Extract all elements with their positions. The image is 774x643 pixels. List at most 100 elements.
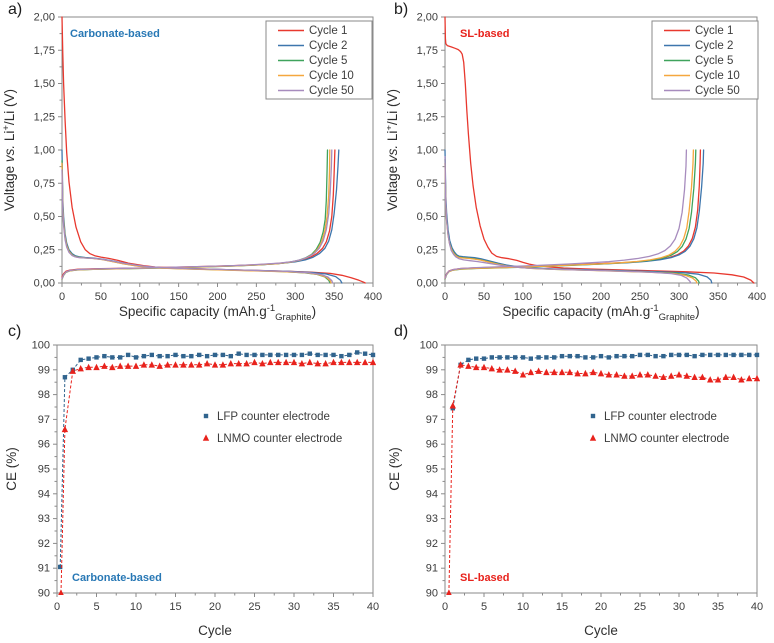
- series-lnmo-counter-electrode-marker: [480, 363, 488, 371]
- series-lfp-counter-electrode-line: [452, 354, 757, 409]
- series-lnmo-counter-electrode-marker: [314, 360, 321, 367]
- series-lnmo-counter-electrode-marker: [148, 361, 155, 368]
- y-tick-label: 97: [38, 414, 50, 426]
- series-lfp-counter-electrode-marker: [653, 353, 658, 359]
- series-lnmo-counter-electrode-marker: [535, 367, 542, 374]
- series-lnmo-counter-electrode-marker: [267, 358, 274, 366]
- x-axis-title: Specific capacity (mAh.g-1Graphite): [502, 303, 699, 322]
- x-tick-label: 40: [367, 601, 379, 613]
- series-lfp-counter-electrode-marker: [125, 352, 131, 358]
- series-lfp-counter-electrode-marker: [497, 355, 502, 360]
- y-tick-label: 2,00: [34, 12, 55, 24]
- series-lfp-counter-electrode-marker: [189, 353, 194, 359]
- series-lnmo-counter-electrode-marker: [590, 368, 597, 376]
- series-lfp-counter-electrode-marker: [481, 356, 487, 361]
- series-lnmo-counter-electrode-marker: [668, 372, 675, 379]
- series-lfp-counter-electrode-marker: [331, 352, 336, 358]
- x-tick-label: 0: [54, 601, 60, 613]
- series-lfp-counter-electrode-marker: [252, 352, 257, 358]
- plot-border: [56, 344, 374, 594]
- series-lnmo-counter-electrode-marker: [465, 362, 472, 369]
- series-lnmo-counter-electrode-marker: [140, 361, 148, 368]
- x-tick-label: 30: [288, 601, 300, 613]
- series-lnmo-counter-electrode-marker: [707, 376, 714, 383]
- y-tick-label: 99: [426, 364, 438, 376]
- series-lfp-counter-electrode-marker: [220, 352, 226, 358]
- series-lnmo-counter-electrode-marker: [251, 358, 258, 366]
- series-lfp-counter-electrode-marker: [362, 351, 368, 356]
- panel-b-voltage-chart: 0 50 100 150 200 250 300 350 400 Specific capacit…: [387, 12, 766, 323]
- series-lfp-counter-electrode-marker: [731, 352, 736, 358]
- series-lfp-counter-electrode-marker: [591, 355, 596, 360]
- series-lfp-counter-electrode-marker: [323, 352, 328, 358]
- series-lfp-counter-electrode-marker: [276, 352, 281, 358]
- series-lfp-counter-electrode-marker: [141, 353, 147, 359]
- series-cycle-1: [444, 16, 755, 284]
- series-lnmo-counter-electrode-marker: [527, 368, 534, 376]
- series-lfp-counter-electrode-marker: [622, 353, 627, 359]
- x-tick-label: 50: [478, 291, 490, 303]
- series-lnmo-counter-electrode-marker: [290, 358, 298, 366]
- x-axis: 0 5 10 15 20 25 30 35 40 Cycle: [442, 593, 763, 638]
- series-lnmo-counter-electrode-marker: [652, 372, 659, 379]
- y-axis-title: CE (%): [387, 447, 402, 491]
- y-tick-label: 92: [38, 538, 50, 550]
- series-lnmo-counter-electrode-marker: [457, 361, 464, 368]
- series-lnmo-counter-electrode-marker: [330, 358, 337, 366]
- series-lfp-counter-electrode-marker: [181, 353, 186, 359]
- x-tick-label: 35: [327, 601, 339, 613]
- x-tick-label: 50: [95, 291, 107, 303]
- electrolyte-annotation: Carbonate-based: [70, 28, 160, 40]
- x-tick-label: 400: [748, 291, 766, 303]
- series-lnmo-counter-electrode-marker: [566, 368, 573, 376]
- series-lfp-counter-electrode-marker: [212, 352, 218, 358]
- y-tick-label: 94: [38, 488, 50, 500]
- y-tick-label: 90: [38, 588, 50, 600]
- series-lnmo-counter-electrode-marker: [446, 589, 452, 595]
- series-lfp-counter-electrode-marker: [62, 375, 68, 380]
- series-lfp-counter-electrode-marker: [528, 356, 533, 361]
- series-lnmo-counter-electrode-marker: [512, 367, 519, 374]
- y-tick-label: 92: [426, 538, 438, 550]
- y-tick-label: 91: [426, 563, 438, 575]
- series-lnmo-counter-electrode-marker: [738, 376, 745, 383]
- series-lnmo-counter-electrode-marker: [361, 358, 369, 366]
- y-tick-label: 90: [426, 588, 438, 600]
- series-lnmo-counter-electrode-marker: [551, 368, 558, 376]
- series-lnmo-counter-electrode-marker: [172, 361, 179, 368]
- series-lfp-counter-electrode-marker: [149, 352, 154, 358]
- series-lfp-counter-electrode-marker: [57, 564, 63, 570]
- series-lfp-counter-electrode-marker: [355, 350, 360, 355]
- x-tick-label: 300: [670, 291, 688, 303]
- y-tick-label: 0,50: [417, 211, 438, 223]
- series-lnmo-counter-electrode-marker: [629, 372, 636, 379]
- x-tick-label: 0: [442, 601, 448, 613]
- series-lnmo-counter-electrode-marker: [369, 358, 376, 366]
- series-lnmo-counter-electrode-marker: [613, 371, 620, 378]
- series-lfp-counter-electrode-marker: [692, 353, 697, 359]
- series-lfp-counter-electrode-marker: [708, 352, 713, 358]
- series-lfp-counter-electrode-marker: [204, 353, 210, 359]
- y-axis: 90 91 92 93 94 95 96 97 98 99 100 CE (%): [387, 340, 445, 600]
- series-lfp-counter-electrode-marker: [645, 352, 650, 358]
- x-tick-label: 30: [673, 601, 685, 613]
- y-axis-title: Voltage vs. Li+/Li (V): [387, 89, 400, 211]
- x-tick-label: 5: [481, 601, 487, 613]
- series-lnmo-counter-electrode-marker: [93, 363, 100, 371]
- legend-entry-label: LFP counter electrode: [604, 411, 717, 423]
- y-axis: 0,00 0,25 0,50 0,75 1,00 1,25 1,50 1,75 2,00 Volt…: [387, 12, 445, 290]
- series-cycle-2: [61, 149, 343, 284]
- series-lfp-counter-electrode-marker: [606, 355, 611, 360]
- legend-entry-label: Cycle 1: [309, 25, 347, 37]
- x-axis: 0 50 100 150 200 250 300 350 400 Specific capacit…: [442, 283, 766, 322]
- series-lfp-counter-electrode-marker: [520, 355, 526, 360]
- x-tick-label: 0: [59, 291, 65, 303]
- series-lnmo-counter-electrode-marker: [85, 363, 92, 371]
- series-lfp-counter-electrode-marker: [157, 353, 162, 359]
- series-lfp-counter-electrode-marker: [536, 355, 541, 360]
- series-lnmo-counter-electrode-marker: [164, 361, 171, 368]
- series-lfp-counter-electrode-marker: [244, 352, 249, 358]
- series-lnmo-counter-electrode-marker: [235, 360, 242, 367]
- series-lfp-counter-electrode-marker: [102, 353, 107, 359]
- x-tick-label: 25: [634, 601, 646, 613]
